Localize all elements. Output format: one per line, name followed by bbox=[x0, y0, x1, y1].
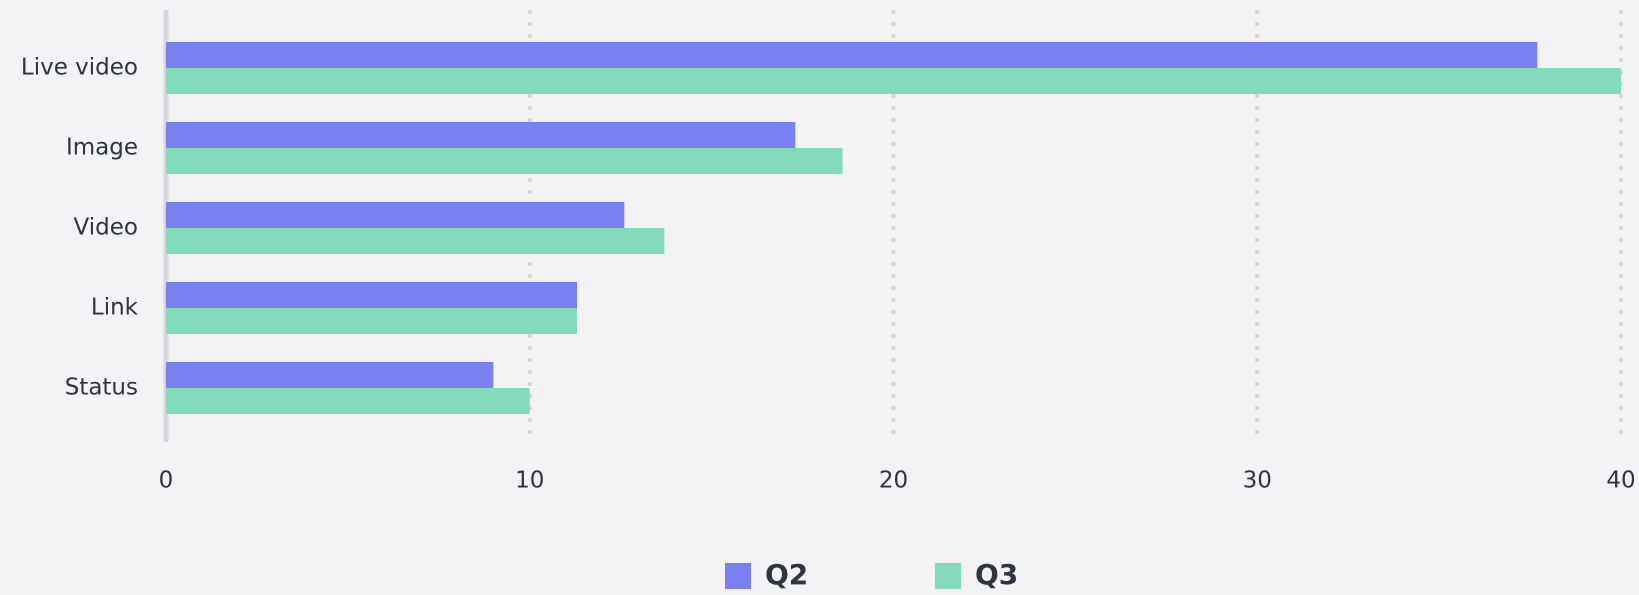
y-tick-label: Live video bbox=[21, 55, 138, 81]
bar bbox=[166, 362, 494, 388]
x-tick-label: 10 bbox=[515, 468, 544, 494]
bar bbox=[166, 308, 578, 334]
legend-swatch bbox=[725, 563, 751, 589]
bar bbox=[166, 122, 796, 148]
y-tick-label: Link bbox=[91, 295, 139, 321]
bar bbox=[166, 68, 1621, 94]
bar bbox=[166, 148, 843, 174]
legend-label: Q3 bbox=[975, 558, 1018, 591]
y-tick-label: Status bbox=[65, 375, 138, 401]
x-tick-label: 40 bbox=[1606, 468, 1635, 494]
y-tick-label: Video bbox=[74, 215, 138, 241]
bar bbox=[166, 202, 625, 228]
x-tick-label: 0 bbox=[159, 468, 174, 494]
legend-label: Q2 bbox=[765, 558, 808, 591]
bar bbox=[166, 42, 1538, 68]
x-tick-label: 30 bbox=[1243, 468, 1272, 494]
x-tick-label: 20 bbox=[879, 468, 908, 494]
bar bbox=[166, 388, 530, 414]
bar bbox=[166, 228, 665, 254]
legend-swatch bbox=[935, 563, 961, 589]
bar bbox=[166, 282, 578, 308]
y-tick-label: Image bbox=[66, 135, 138, 161]
